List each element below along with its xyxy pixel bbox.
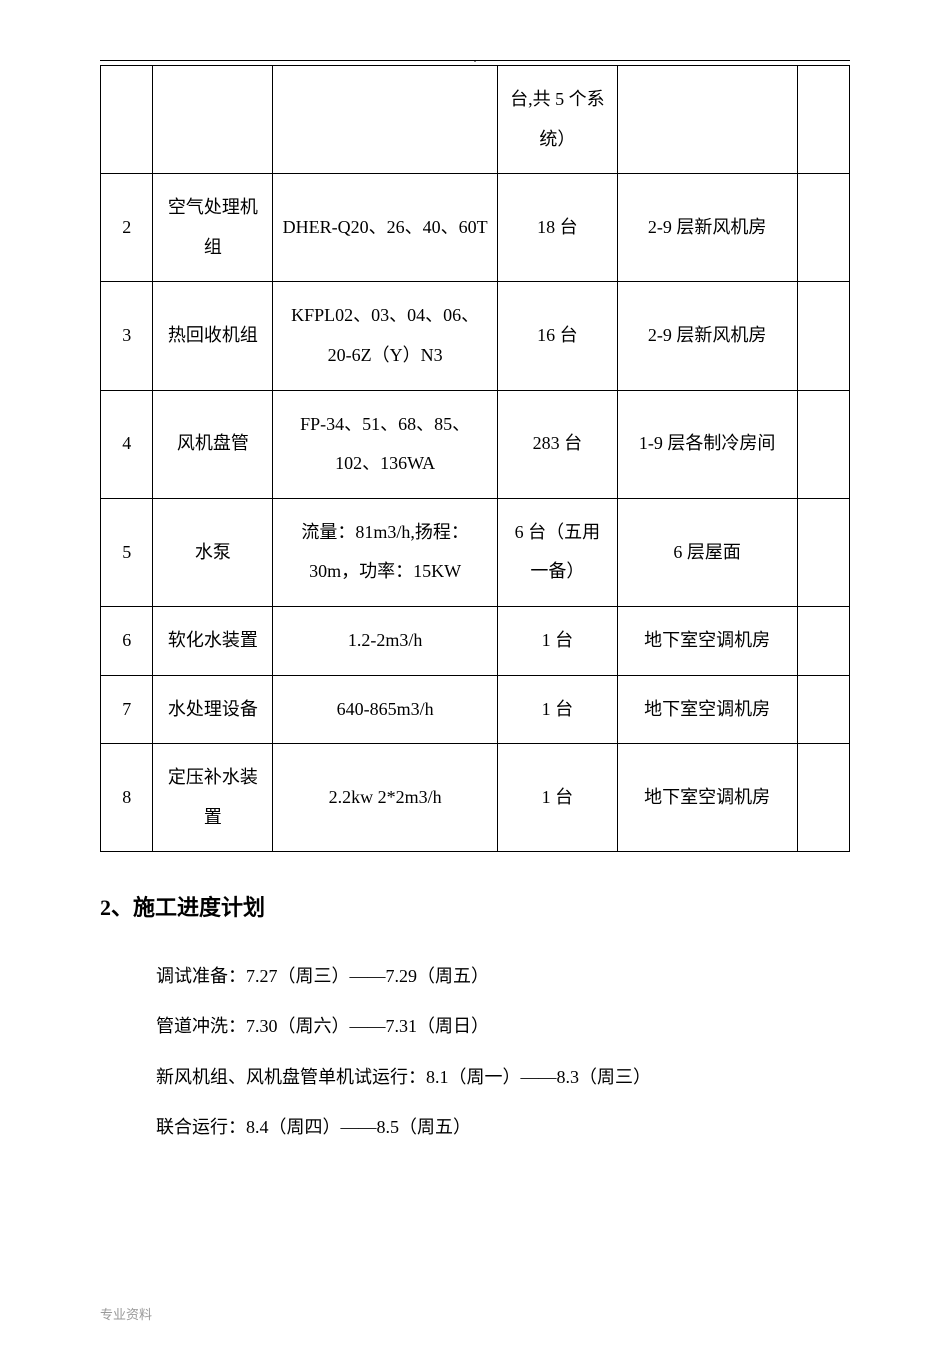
schedule-item: 管道冲洗：7.30（周六）——7.31（周日） [156,1010,850,1042]
schedule-item: 调试准备：7.27（周三）——7.29（周五） [156,960,850,992]
table-row: 台,共 5 个系统） [101,66,850,174]
header-rule: . [100,60,850,61]
cell-spec: 640-865m3/h [273,675,498,744]
cell-loc [617,66,797,174]
schedule-item: 联合运行：8.4（周四）——8.5（周五） [156,1111,850,1143]
table-row: 3 热回收机组 KFPL02、03、04、06、20-6Z（Y）N3 16 台 … [101,282,850,390]
cell-qty: 1 台 [497,606,617,675]
cell-spec: FP-34、51、68、85、102、136WA [273,390,498,498]
cell-spec: DHER-Q20、26、40、60T [273,174,498,282]
cell-name: 定压补水装置 [153,744,273,852]
cell-spec: KFPL02、03、04、06、20-6Z（Y）N3 [273,282,498,390]
header-dot: . [474,51,477,69]
cell-loc: 地下室空调机房 [617,675,797,744]
cell-loc: 地下室空调机房 [617,606,797,675]
cell-qty: 台,共 5 个系统） [497,66,617,174]
cell-last [797,282,849,390]
cell-spec: 1.2-2m3/h [273,606,498,675]
table-row: 2 空气处理机组 DHER-Q20、26、40、60T 18 台 2-9 层新风… [101,174,850,282]
cell-num: 6 [101,606,153,675]
schedule-item: 新风机组、风机盘管单机试运行：8.1（周一）——8.3（周三） [156,1061,850,1093]
cell-qty: 1 台 [497,744,617,852]
cell-spec: 流量：81m3/h,扬程：30m，功率：15KW [273,498,498,606]
cell-name: 水处理设备 [153,675,273,744]
cell-name: 风机盘管 [153,390,273,498]
cell-name [153,66,273,174]
cell-num: 3 [101,282,153,390]
cell-qty: 283 台 [497,390,617,498]
cell-name: 软化水装置 [153,606,273,675]
cell-loc: 2-9 层新风机房 [617,282,797,390]
table-row: 7 水处理设备 640-865m3/h 1 台 地下室空调机房 [101,675,850,744]
cell-last [797,66,849,174]
cell-last [797,606,849,675]
cell-qty: 18 台 [497,174,617,282]
cell-loc: 1-9 层各制冷房间 [617,390,797,498]
cell-qty: 16 台 [497,282,617,390]
table-row: 8 定压补水装置 2.2kw 2*2m3/h 1 台 地下室空调机房 [101,744,850,852]
cell-name: 空气处理机组 [153,174,273,282]
cell-num: 8 [101,744,153,852]
cell-last [797,390,849,498]
cell-last [797,174,849,282]
cell-qty: 6 台（五用一备） [497,498,617,606]
cell-num: 4 [101,390,153,498]
cell-spec: 2.2kw 2*2m3/h [273,744,498,852]
table-row: 6 软化水装置 1.2-2m3/h 1 台 地下室空调机房 [101,606,850,675]
cell-qty: 1 台 [497,675,617,744]
cell-spec [273,66,498,174]
cell-loc: 地下室空调机房 [617,744,797,852]
footer-label: 专业资料 [100,1303,850,1326]
cell-num: 5 [101,498,153,606]
cell-name: 水泵 [153,498,273,606]
cell-num [101,66,153,174]
cell-name: 热回收机组 [153,282,273,390]
table-row: 4 风机盘管 FP-34、51、68、85、102、136WA 283 台 1-… [101,390,850,498]
section-heading: 2、施工进度计划 [100,888,850,928]
table-row: 5 水泵 流量：81m3/h,扬程：30m，功率：15KW 6 台（五用一备） … [101,498,850,606]
cell-num: 2 [101,174,153,282]
equipment-table: 台,共 5 个系统） 2 空气处理机组 DHER-Q20、26、40、60T 1… [100,65,850,852]
cell-num: 7 [101,675,153,744]
cell-loc: 6 层屋面 [617,498,797,606]
cell-loc: 2-9 层新风机房 [617,174,797,282]
cell-last [797,675,849,744]
cell-last [797,744,849,852]
schedule-list: 调试准备：7.27（周三）——7.29（周五） 管道冲洗：7.30（周六）——7… [100,960,850,1144]
cell-last [797,498,849,606]
